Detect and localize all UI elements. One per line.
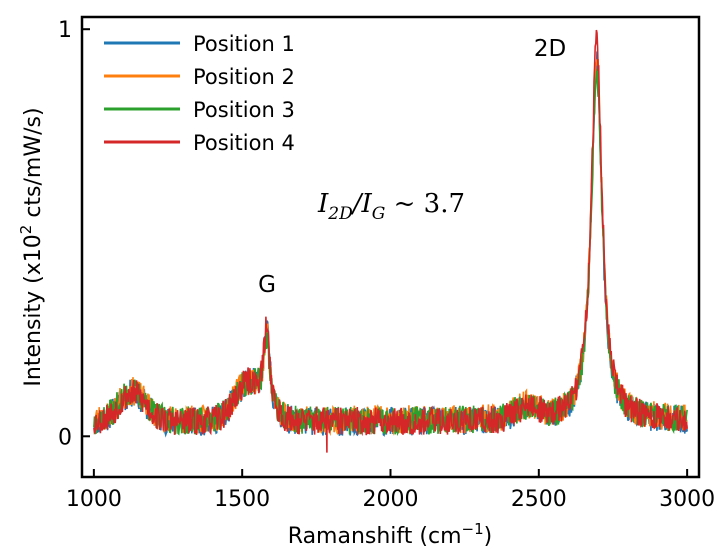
legend-label-position-1: Position 1 bbox=[193, 32, 295, 56]
x-tick-label: 1500 bbox=[214, 487, 270, 512]
x-axis-ticks: 1000 1500 2000 2500 3000 bbox=[66, 469, 715, 512]
series-line-position-4 bbox=[93, 29, 688, 453]
legend-label-position-3: Position 3 bbox=[193, 98, 295, 122]
series-line-position-2 bbox=[93, 58, 688, 436]
x-tick-label: 3000 bbox=[659, 487, 715, 512]
x-tick-label: 1000 bbox=[66, 487, 122, 512]
series-line-position-1 bbox=[93, 51, 688, 438]
x-axis-label: Ramanshift (cm−1) bbox=[288, 520, 492, 549]
ratio-annotation: I2D/IG ~ 3.7 bbox=[317, 189, 465, 224]
legend-label-position-2: Position 2 bbox=[193, 65, 295, 89]
y-axis-ticks: 01 bbox=[58, 18, 90, 450]
y-axis-label: Intensity (x102 cts/mW/s) bbox=[17, 107, 46, 386]
peak-label-2d: 2D bbox=[534, 36, 566, 62]
series-line-position-3 bbox=[93, 68, 688, 436]
x-tick-label: 2500 bbox=[511, 487, 567, 512]
legend-label-position-4: Position 4 bbox=[193, 131, 295, 155]
legend: Position 1 Position 2 Position 3 Positio… bbox=[104, 32, 295, 155]
x-tick-label: 2000 bbox=[363, 487, 419, 512]
peak-label-g: G bbox=[258, 272, 276, 298]
y-tick-label: 0 bbox=[58, 425, 72, 450]
y-tick-label: 1 bbox=[58, 18, 72, 43]
